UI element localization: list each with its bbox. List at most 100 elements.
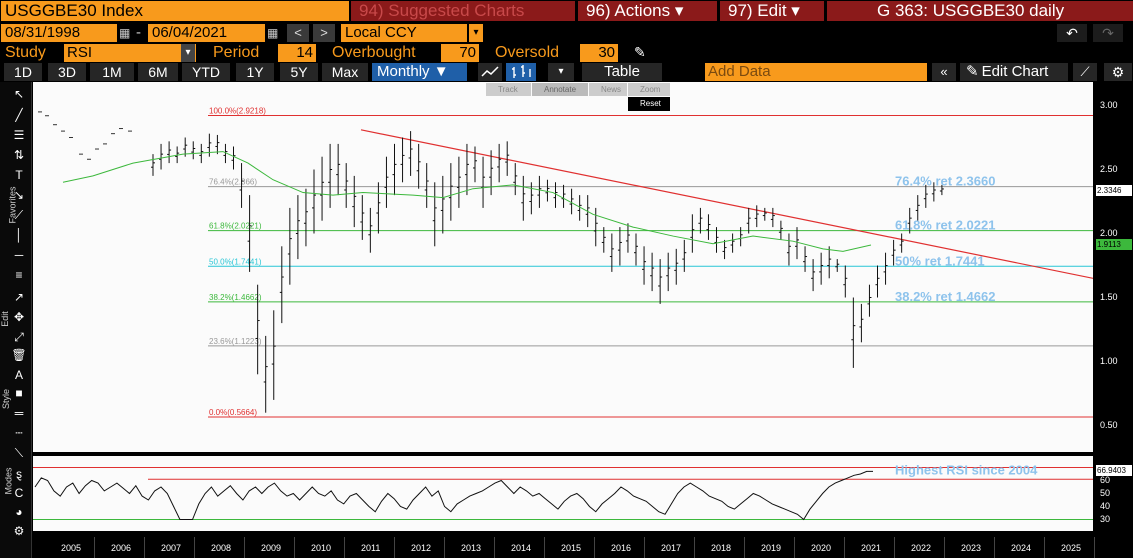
ticker-field[interactable]: USGGBE30 Index bbox=[1, 1, 349, 21]
table-button[interactable]: Table bbox=[582, 63, 662, 81]
start-date-input[interactable]: 08/31/1998 bbox=[1, 24, 117, 42]
actions-menu[interactable]: 96) Actions ▾ bbox=[578, 1, 717, 21]
undo-icon[interactable]: ↶ bbox=[1057, 24, 1087, 42]
trend-channel-icon[interactable]: ⇅ bbox=[13, 148, 25, 162]
gear-icon[interactable]: ⚙ bbox=[1104, 63, 1132, 81]
year-label: 2016 bbox=[611, 543, 632, 553]
move-icon[interactable]: ✥ bbox=[13, 310, 25, 324]
year-divider bbox=[394, 537, 395, 558]
palette-icon[interactable]: ◕ bbox=[15, 505, 23, 519]
pointer-icon[interactable]: ↗ bbox=[13, 290, 25, 304]
currency-select[interactable]: Local CCY bbox=[341, 24, 467, 42]
year-label: 2017 bbox=[661, 543, 682, 553]
reset-button[interactable]: Reset bbox=[628, 97, 670, 111]
text-tool-icon[interactable]: T bbox=[15, 168, 23, 182]
line-chart-icon[interactable] bbox=[478, 63, 502, 81]
calendar-icon[interactable]: ▦ bbox=[267, 26, 279, 40]
news-button[interactable]: News bbox=[589, 83, 627, 96]
annotate-button[interactable]: Annotate bbox=[532, 83, 588, 96]
edit-chart-button[interactable]: ✎ Edit Chart bbox=[960, 63, 1068, 81]
fib-level-label: 50.0%(1.7441) bbox=[209, 257, 262, 266]
horizontal-line-icon[interactable]: ─ bbox=[14, 248, 24, 262]
price-axis-label: 3.00 bbox=[1100, 99, 1118, 110]
year-label: 2018 bbox=[711, 543, 732, 553]
year-label: 2020 bbox=[811, 543, 832, 553]
diagonal-icon[interactable]: ⟍ bbox=[14, 446, 24, 460]
year-divider bbox=[444, 537, 445, 558]
font-icon[interactable]: A bbox=[14, 368, 23, 382]
year-label: 2023 bbox=[961, 543, 982, 553]
fibonacci-icon[interactable]: ☰ bbox=[13, 128, 25, 142]
year-divider bbox=[194, 537, 195, 558]
price-chart-panel[interactable]: 100.0%(2.9218) 76.4%(2.366) 61.8%(2.0221) 5… bbox=[33, 82, 1094, 452]
range-button-5y[interactable]: 5Y bbox=[280, 63, 318, 81]
track-button[interactable]: Track bbox=[486, 83, 531, 96]
gear-icon[interactable]: ⚙ bbox=[13, 524, 25, 538]
year-divider bbox=[1094, 537, 1095, 558]
range-button-1m[interactable]: 1M bbox=[90, 63, 134, 81]
chart-title: G 363: USGGBE30 daily bbox=[827, 1, 1133, 21]
vertical-line-icon[interactable]: │ bbox=[15, 228, 23, 242]
range-button-ytd[interactable]: YTD bbox=[182, 63, 230, 81]
year-label: 2019 bbox=[761, 543, 782, 553]
year-divider bbox=[994, 537, 995, 558]
add-data-input[interactable]: Add Data bbox=[705, 63, 927, 81]
annotation-icon[interactable]: ↘ bbox=[13, 188, 25, 202]
chevron-down-icon[interactable]: ▾ bbox=[181, 44, 195, 62]
trash-icon[interactable]: 🗑 bbox=[11, 348, 27, 362]
price-chart[interactable]: 100.0%(2.9218) 76.4%(2.366) 61.8%(2.0221) 5… bbox=[33, 82, 1094, 452]
year-label: 2005 bbox=[61, 543, 82, 553]
frequency-select[interactable]: Monthly ▼ bbox=[372, 63, 467, 81]
suggested-charts-button[interactable]: 94) Suggested Charts bbox=[351, 1, 575, 21]
line-weight-icon[interactable]: ═ bbox=[14, 406, 24, 420]
bar-chart-icon[interactable] bbox=[506, 63, 536, 81]
rsi-tool-icon[interactable]: ȿ bbox=[16, 467, 22, 481]
ray-icon[interactable]: ⟋ bbox=[14, 208, 24, 222]
rsi-panel[interactable]: Highest RSI since 2004 bbox=[33, 456, 1093, 531]
line-tool-icon[interactable]: ╱ bbox=[15, 108, 23, 122]
date-separator: - bbox=[136, 24, 141, 41]
fib-callout: 61.8% ret 2.0221 bbox=[895, 218, 995, 233]
fib-callout: 38.2% ret 1.4662 bbox=[895, 289, 995, 304]
range-button-1d[interactable]: 1D bbox=[4, 63, 42, 81]
cursor-icon[interactable]: ↖ bbox=[13, 87, 25, 101]
edit-menu[interactable]: 97) Edit ▾ bbox=[720, 1, 824, 21]
year-label: 2013 bbox=[461, 543, 482, 553]
study-select[interactable]: RSI bbox=[64, 44, 196, 62]
end-date-input[interactable]: 06/04/2021 bbox=[148, 24, 265, 42]
resize-icon[interactable]: ⤢ bbox=[14, 330, 24, 344]
chart-style-icon[interactable]: ⟋ bbox=[1073, 63, 1097, 81]
calendar-icon[interactable]: ▦ bbox=[119, 26, 131, 40]
prev-arrow-icon[interactable]: < bbox=[287, 24, 309, 42]
pencil-icon[interactable]: ✎ bbox=[634, 44, 646, 60]
parallel-lines-icon[interactable]: ≡ bbox=[15, 268, 23, 282]
line-style-icon[interactable]: ┄ bbox=[15, 426, 23, 440]
range-button-max[interactable]: Max bbox=[322, 63, 368, 81]
year-divider bbox=[944, 537, 945, 558]
next-arrow-icon[interactable]: > bbox=[313, 24, 335, 42]
year-label: 2014 bbox=[511, 543, 532, 553]
chevron-down-icon[interactable]: ▾ bbox=[548, 63, 574, 81]
redo-icon[interactable]: ↷ bbox=[1093, 24, 1123, 42]
collapse-icon[interactable]: « bbox=[932, 63, 956, 81]
year-divider bbox=[744, 537, 745, 558]
oversold-input[interactable]: 30 bbox=[580, 44, 618, 62]
year-label: 2009 bbox=[261, 543, 282, 553]
overbought-input[interactable]: 70 bbox=[441, 44, 479, 62]
rsi-chart[interactable]: Highest RSI since 2004 bbox=[33, 456, 1093, 531]
zoom-button[interactable]: Zoom bbox=[628, 83, 670, 96]
fib-level-label: 100.0%(2.9218) bbox=[209, 107, 266, 116]
year-label: 2012 bbox=[411, 543, 432, 553]
refresh-icon[interactable]: C bbox=[14, 486, 24, 500]
style-label: Style bbox=[1, 388, 12, 410]
chevron-down-icon[interactable]: ▾ bbox=[469, 24, 483, 42]
period-input[interactable]: 14 bbox=[278, 44, 316, 62]
year-divider bbox=[644, 537, 645, 558]
fill-color-icon[interactable]: ■ bbox=[15, 386, 23, 400]
range-button-1y[interactable]: 1Y bbox=[236, 63, 274, 81]
year-divider bbox=[794, 537, 795, 558]
drawing-toolbar: ↖ ╱ ☰ ⇅ T ↘ ⟋ │ ─ ≡ ↗ ✥ ⤢ 🗑 A ■ ═ ┄ ⟍ ȿ … bbox=[0, 82, 32, 558]
range-button-6m[interactable]: 6M bbox=[138, 63, 178, 81]
study-label: Study bbox=[5, 44, 46, 61]
range-button-3d[interactable]: 3D bbox=[48, 63, 86, 81]
